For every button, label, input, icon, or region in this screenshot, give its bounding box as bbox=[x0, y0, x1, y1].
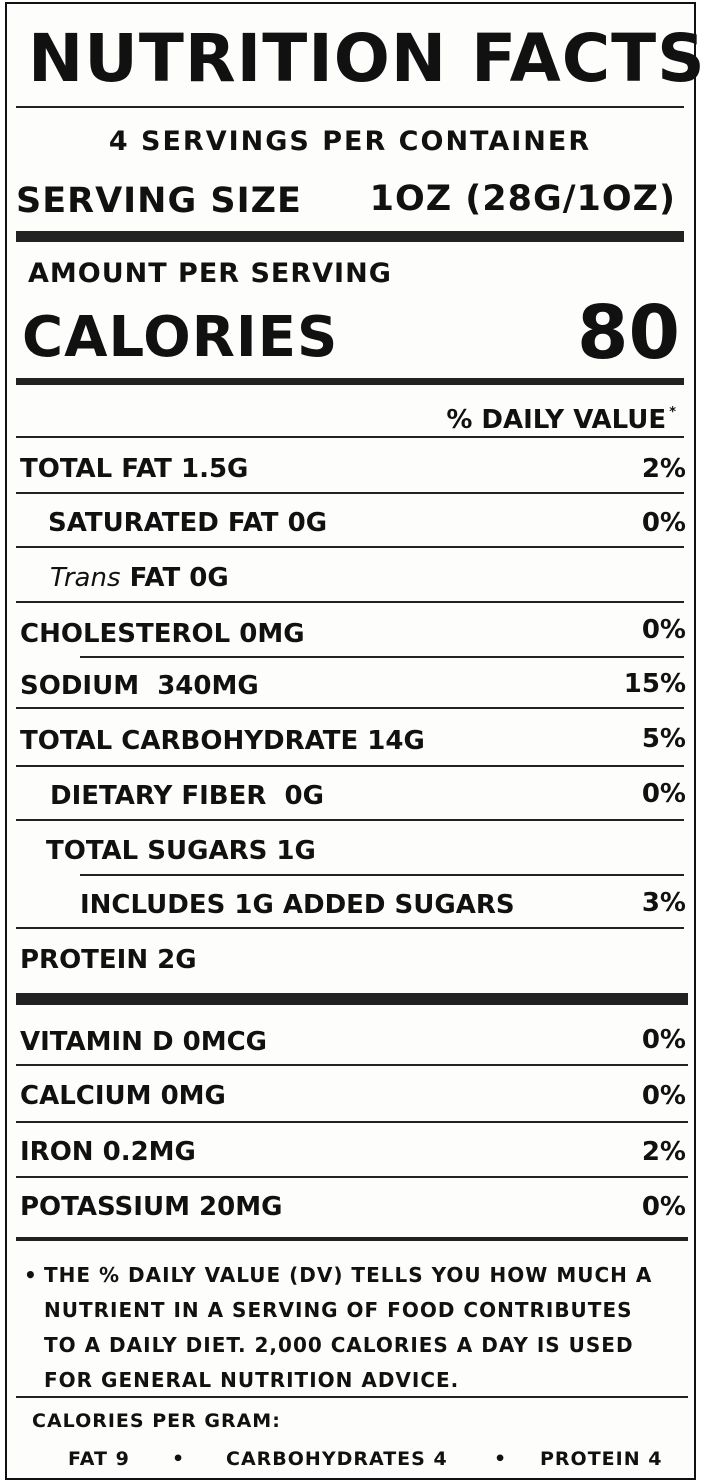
nutrient-name: SATURATED FAT bbox=[48, 508, 279, 538]
nutrient-dv-sodium: 15% bbox=[623, 669, 686, 699]
nutrient-row-cholesterol: CHOLESTEROL 0MG bbox=[20, 617, 305, 651]
divider-thin bbox=[16, 1121, 688, 1123]
divider-medium bbox=[16, 378, 684, 385]
calories-per-gram-label: CALORIES PER GRAM: bbox=[32, 1410, 281, 1432]
divider-thin bbox=[16, 765, 684, 767]
vitamin-amount: 0MCG bbox=[182, 1027, 268, 1057]
divider-thick bbox=[16, 231, 684, 242]
nutrient-dv-saturated-fat: 0% bbox=[641, 508, 686, 538]
nutrient-dv-dietary-fiber: 0% bbox=[641, 779, 686, 809]
nutrient-name: PROTEIN bbox=[20, 945, 149, 975]
divider-thick bbox=[16, 993, 688, 1005]
nutrient-name: TOTAL SUGARS bbox=[46, 836, 268, 866]
protein-per-gram: PROTEIN 4 bbox=[540, 1448, 663, 1470]
footnote-line: NUTRIENT IN A SERVING OF FOOD CONTRIBUTE… bbox=[24, 1293, 688, 1328]
nutrient-amount: 0MG bbox=[239, 619, 305, 649]
nutrient-amount: 0G bbox=[287, 508, 328, 538]
nutrient-name-italic: Trans bbox=[50, 563, 121, 593]
divider-thin bbox=[16, 436, 684, 438]
vitamin-row-iron: IRON 0.2MG bbox=[20, 1135, 196, 1169]
serving-size-label: SERVING SIZE bbox=[16, 181, 302, 221]
nutrient-dv-added-sugars: 3% bbox=[641, 888, 686, 918]
divider-thin bbox=[16, 546, 684, 548]
nutrient-name: DIETARY FIBER bbox=[50, 781, 267, 811]
nutrient-dv-total-carbohydrate: 5% bbox=[641, 724, 686, 754]
divider-medium bbox=[16, 1237, 688, 1241]
vitamin-row-vitamin-d: VITAMIN D 0MCG bbox=[20, 1025, 267, 1059]
nutrient-row-total-sugars: TOTAL SUGARS 1G bbox=[46, 834, 316, 868]
footnote-bullet: • bbox=[24, 1263, 38, 1287]
nutrition-label bbox=[5, 2, 696, 1480]
daily-value-footnote: • THE % DAILY VALUE (DV) TELLS YOU HOW MU… bbox=[24, 1258, 688, 1398]
divider-thin bbox=[16, 707, 684, 709]
nutrient-name: TOTAL FAT bbox=[20, 454, 172, 484]
vitamin-row-potassium: POTASSIUM 20MG bbox=[20, 1190, 282, 1224]
label-title: NUTRITION FACTS bbox=[28, 20, 706, 97]
nutrient-row-total-fat: TOTAL FAT 1.5G bbox=[20, 452, 248, 486]
vitamin-dv-calcium: 0% bbox=[641, 1081, 686, 1111]
separator-bullet: • bbox=[494, 1448, 508, 1470]
servings-per-container: 4 SERVINGS PER CONTAINER bbox=[108, 126, 592, 157]
nutrient-amount: 0G bbox=[284, 781, 324, 811]
vitamin-name: VITAMIN D bbox=[20, 1027, 174, 1057]
divider-thin bbox=[80, 874, 684, 876]
vitamin-dv-vitamin-d: 0% bbox=[641, 1025, 686, 1055]
divider-thin bbox=[16, 927, 684, 929]
nutrient-row-dietary-fiber: DIETARY FIBER 0G bbox=[50, 779, 324, 813]
nutrient-amount: 1.5G bbox=[180, 454, 249, 484]
divider-thin bbox=[16, 819, 684, 821]
divider-thin bbox=[16, 1176, 688, 1178]
nutrient-row-saturated-fat: SATURATED FAT 0G bbox=[48, 506, 327, 540]
nutrient-name: SODIUM bbox=[20, 671, 140, 701]
nutrient-dv-total-fat: 2% bbox=[641, 454, 686, 484]
vitamin-dv-iron: 2% bbox=[641, 1137, 686, 1167]
nutrient-row-added-sugars: INCLUDES 1G ADDED SUGARS bbox=[80, 890, 515, 920]
footnote-text: NUTRIENT IN A SERVING OF FOOD CONTRIBUTE… bbox=[44, 1298, 633, 1322]
nutrient-name: CHOLESTEROL bbox=[20, 619, 231, 649]
vitamin-name: IRON bbox=[20, 1137, 94, 1167]
vitamin-amount: 20MG bbox=[199, 1192, 283, 1222]
divider-thin bbox=[16, 601, 684, 603]
divider-thin bbox=[80, 656, 684, 658]
fat-per-gram: FAT 9 bbox=[68, 1448, 130, 1470]
nutrient-name: FAT bbox=[129, 563, 181, 593]
nutrient-amount: 0G bbox=[189, 563, 229, 593]
vitamin-row-calcium: CALCIUM 0MG bbox=[20, 1079, 226, 1113]
carbohydrates-per-gram: CARBOHYDRATES 4 bbox=[226, 1448, 448, 1470]
separator-bullet: • bbox=[172, 1448, 186, 1470]
vitamin-name: POTASSIUM bbox=[20, 1192, 190, 1222]
nutrient-amount: 14G bbox=[367, 726, 425, 756]
nutrient-row-sodium: SODIUM 340MG bbox=[20, 669, 259, 703]
footnote-text: THE % DAILY VALUE (DV) TELLS YOU HOW MUC… bbox=[44, 1263, 653, 1287]
footnote-line: TO A DAILY DIET. 2,000 CALORIES A DAY IS… bbox=[24, 1328, 688, 1363]
serving-size-value: 1OZ (28G/1OZ) bbox=[369, 179, 676, 219]
nutrient-row-total-carbohydrate: TOTAL CARBOHYDRATE 14G bbox=[20, 724, 425, 758]
nutrient-name: TOTAL CARBOHYDRATE bbox=[20, 726, 359, 756]
nutrient-amount: 2G bbox=[157, 945, 197, 975]
divider-thin bbox=[16, 1396, 688, 1398]
daily-value-asterisk: * bbox=[669, 405, 676, 420]
footnote-text: FOR GENERAL NUTRITION ADVICE. bbox=[44, 1368, 460, 1392]
divider-thin bbox=[16, 492, 684, 494]
footnote-line: FOR GENERAL NUTRITION ADVICE. bbox=[24, 1363, 688, 1398]
divider-thin bbox=[16, 1064, 688, 1066]
calories-label: CALORIES bbox=[22, 305, 339, 370]
vitamin-dv-potassium: 0% bbox=[641, 1192, 686, 1222]
calories-value: 80 bbox=[577, 290, 680, 376]
nutrient-row-trans-fat: Trans FAT 0G bbox=[50, 561, 229, 595]
nutrient-amount: 340MG bbox=[157, 671, 259, 701]
daily-value-header: % DAILY VALUE * bbox=[446, 396, 676, 437]
footnote-text: TO A DAILY DIET. 2,000 CALORIES A DAY IS… bbox=[44, 1333, 634, 1357]
daily-value-header-text: % DAILY VALUE bbox=[446, 405, 667, 435]
amount-per-serving-label: AMOUNT PER SERVING bbox=[28, 258, 392, 289]
vitamin-amount: 0.2MG bbox=[102, 1137, 196, 1167]
nutrient-row-protein: PROTEIN 2G bbox=[20, 943, 197, 977]
footnote-line: • THE % DAILY VALUE (DV) TELLS YOU HOW MU… bbox=[24, 1258, 688, 1293]
vitamin-amount: 0MG bbox=[160, 1081, 226, 1111]
nutrient-dv-cholesterol: 0% bbox=[641, 615, 686, 645]
nutrient-amount: 1G bbox=[276, 836, 316, 866]
vitamin-name: CALCIUM bbox=[20, 1081, 152, 1111]
divider-thin bbox=[16, 106, 684, 108]
